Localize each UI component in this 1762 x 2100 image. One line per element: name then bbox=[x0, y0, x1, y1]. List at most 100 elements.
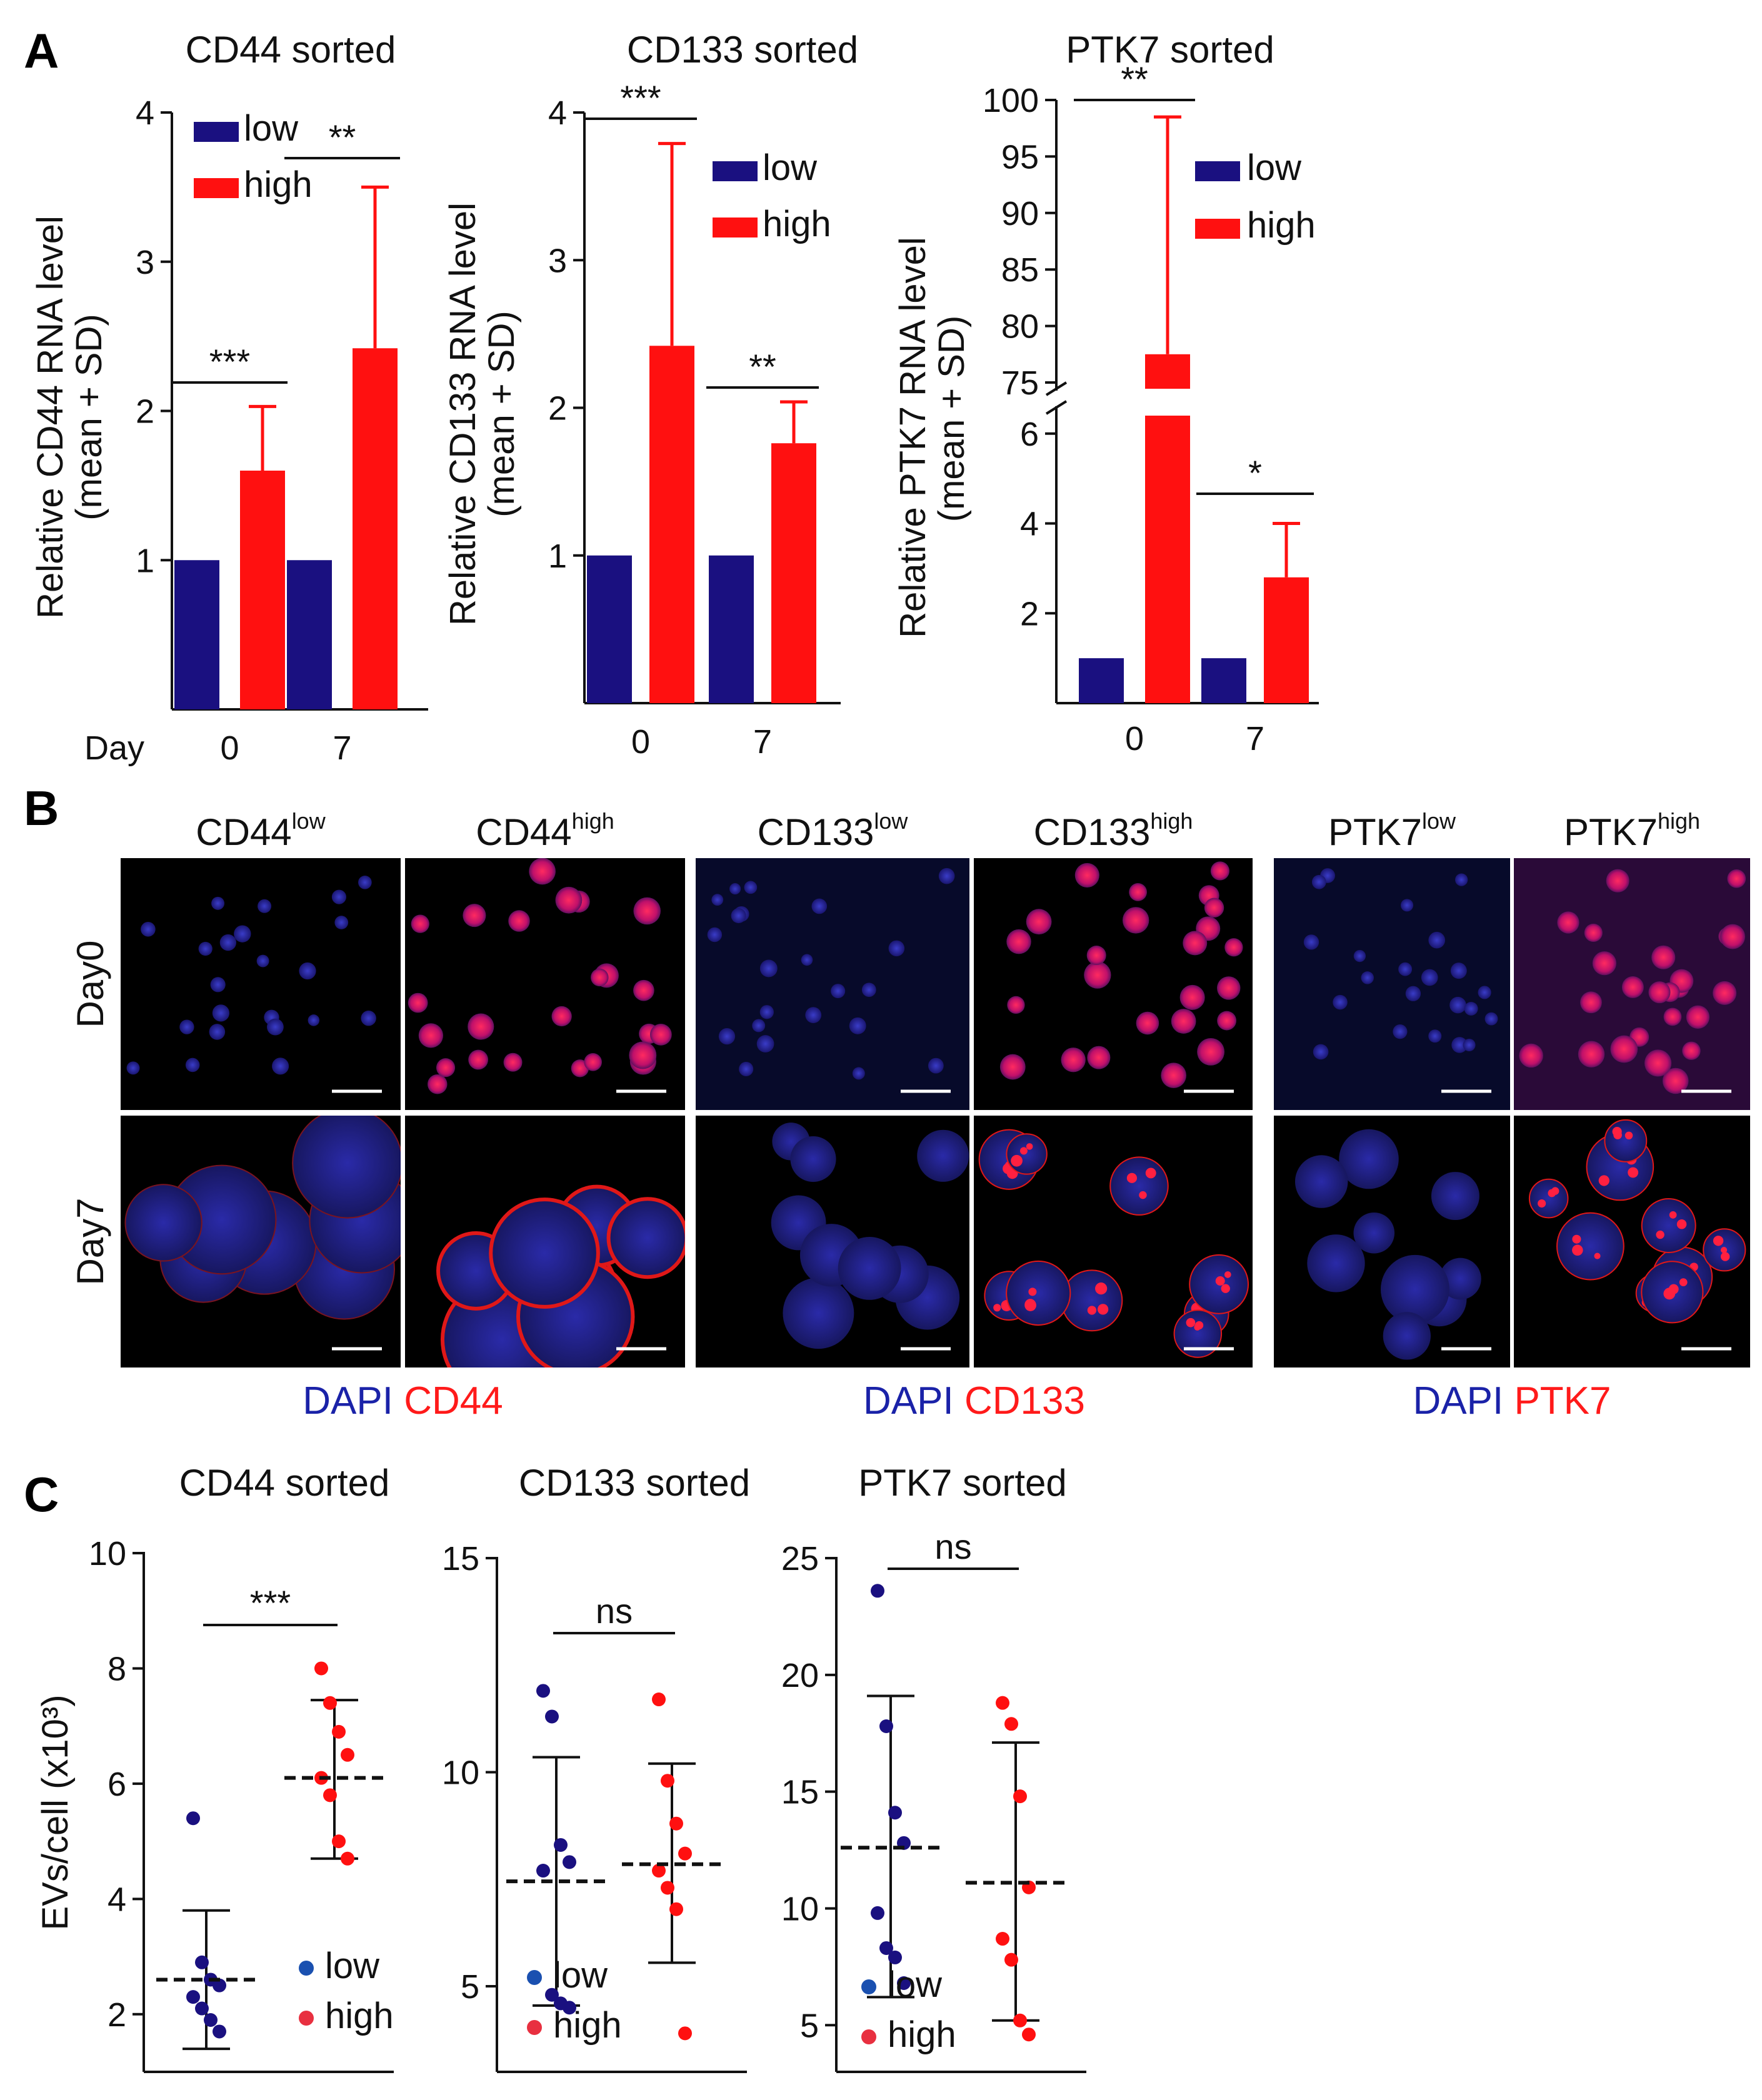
cell bbox=[1006, 929, 1031, 954]
cell bbox=[584, 1053, 602, 1071]
cell bbox=[1217, 1011, 1237, 1031]
micrograph-cd44-low-day7 bbox=[121, 1116, 401, 1368]
axis-break-mark bbox=[1045, 381, 1068, 396]
micrograph-background bbox=[1274, 858, 1510, 1110]
cell bbox=[179, 1019, 194, 1034]
cell bbox=[811, 898, 828, 914]
cell-layer bbox=[978, 1129, 1249, 1358]
marker-signal bbox=[1221, 1284, 1230, 1293]
bar-low bbox=[174, 560, 219, 709]
legend-label-low: low bbox=[1247, 148, 1302, 188]
organoid bbox=[790, 1136, 836, 1182]
panel-c-charts: CD44 sorted 2 4 6 8 10 EVs/cell (x10³) *** low hi… bbox=[35, 1462, 1086, 2073]
marker-signal bbox=[1572, 1244, 1583, 1256]
marker-signal bbox=[1145, 1168, 1156, 1179]
cell bbox=[1478, 986, 1491, 999]
data-point-high bbox=[996, 1932, 1009, 1946]
legend-swatch-low bbox=[194, 122, 239, 142]
cell bbox=[1651, 945, 1676, 969]
y-tick-label: 90 bbox=[1001, 195, 1039, 232]
marker-signal bbox=[1026, 1143, 1033, 1150]
cell-layer bbox=[126, 875, 376, 1075]
data-point-high bbox=[323, 1788, 337, 1802]
organoid bbox=[1380, 1254, 1449, 1324]
legend-label-low: low bbox=[553, 1955, 608, 1996]
cell bbox=[1557, 911, 1579, 934]
cell bbox=[1578, 1041, 1605, 1068]
cell bbox=[508, 910, 530, 932]
cell bbox=[126, 1061, 140, 1075]
bar-high-lower bbox=[1145, 416, 1190, 703]
chart-title: PTK7 sorted bbox=[858, 1462, 1067, 1504]
data-point-low bbox=[545, 1709, 559, 1724]
cell bbox=[1463, 1038, 1476, 1052]
data-point-high bbox=[1004, 1717, 1018, 1731]
cell bbox=[759, 1005, 774, 1019]
bar-low bbox=[1079, 658, 1124, 703]
marker-signal bbox=[1186, 1318, 1196, 1328]
cell bbox=[1122, 907, 1149, 934]
cell bbox=[1428, 931, 1446, 949]
data-point-low bbox=[897, 1976, 911, 1991]
data-point-low bbox=[186, 1990, 200, 2004]
bar-high bbox=[353, 348, 398, 709]
cell-layer bbox=[1528, 1119, 1746, 1324]
organoid bbox=[1353, 1212, 1395, 1254]
data-point-high bbox=[652, 1692, 666, 1707]
data-point-low bbox=[888, 1950, 902, 1964]
marker-signal bbox=[1613, 1131, 1622, 1139]
cell bbox=[1686, 1005, 1710, 1029]
cell bbox=[408, 992, 428, 1013]
stain-legend: DAPI CD44 bbox=[303, 1379, 503, 1422]
marker-signal bbox=[1194, 1324, 1201, 1331]
legend-dot-low bbox=[861, 1979, 876, 1994]
y-tick-label: 10 bbox=[442, 1754, 479, 1792]
bar-high-upper bbox=[1145, 354, 1190, 389]
cell bbox=[849, 1017, 866, 1034]
organoid bbox=[606, 1197, 685, 1279]
organoid bbox=[1556, 1212, 1624, 1281]
y-axis-label: Relative CD44 RNA level bbox=[30, 216, 71, 619]
data-point-high bbox=[1013, 1789, 1027, 1804]
data-point-high bbox=[341, 1851, 354, 1866]
organoid bbox=[292, 1116, 401, 1219]
bar-low bbox=[287, 560, 332, 709]
chart-title: CD133 sorted bbox=[627, 29, 858, 71]
y-tick-label: 25 bbox=[781, 1540, 819, 1578]
data-point-high bbox=[996, 1696, 1009, 1710]
y-tick-label: 3 bbox=[136, 244, 154, 281]
chart-a1: CD44 sorted 1 2 3 4 Relative CD44 RNA level(m… bbox=[30, 29, 428, 767]
significance-label: *** bbox=[209, 342, 250, 381]
cell bbox=[555, 886, 583, 914]
cell bbox=[1400, 899, 1414, 912]
data-point-low bbox=[879, 1719, 893, 1734]
cell bbox=[1224, 938, 1243, 957]
legend-label-low: low bbox=[763, 148, 818, 188]
cell-layer bbox=[1294, 1129, 1481, 1360]
y-tick-label: 4 bbox=[136, 94, 154, 132]
data-point-low bbox=[563, 2001, 576, 2015]
cell bbox=[888, 940, 905, 957]
cell bbox=[739, 1061, 754, 1077]
data-point-low bbox=[888, 1806, 902, 1820]
data-point-low bbox=[195, 1955, 209, 1969]
marker-signal bbox=[1215, 1276, 1225, 1286]
cell bbox=[258, 899, 272, 913]
marker-signal bbox=[1126, 1172, 1138, 1183]
cell bbox=[418, 1023, 443, 1048]
micrograph-title: PTK7low bbox=[1328, 808, 1456, 853]
cell-layer bbox=[436, 1184, 685, 1368]
organoid bbox=[1307, 1234, 1365, 1292]
cell bbox=[1183, 931, 1208, 956]
marker-signal bbox=[1087, 1306, 1097, 1315]
cell bbox=[1217, 976, 1241, 1000]
legend-label-high: high bbox=[1247, 205, 1316, 246]
cell bbox=[1311, 874, 1326, 889]
micrograph-ptk7-high-day0 bbox=[1514, 858, 1750, 1110]
bar-high bbox=[1264, 577, 1309, 703]
cell bbox=[1204, 898, 1224, 918]
legend-swatch-high bbox=[713, 218, 758, 238]
cell bbox=[938, 868, 955, 884]
organoid bbox=[917, 1129, 969, 1182]
data-point-high bbox=[652, 1864, 666, 1878]
